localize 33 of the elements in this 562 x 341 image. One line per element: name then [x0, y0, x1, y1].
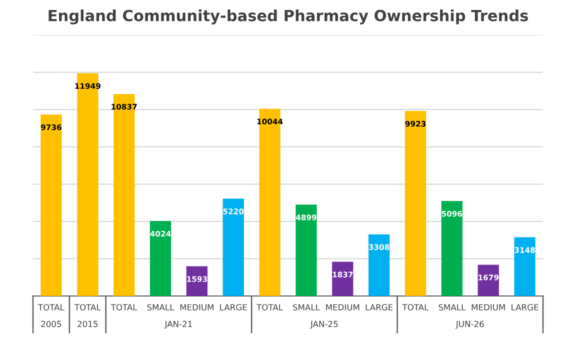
bar — [40, 114, 62, 296]
bar — [441, 200, 462, 296]
x-tick-label: TOTAL — [110, 304, 138, 310]
x-tick-label: TOTAL — [38, 304, 64, 310]
bar — [332, 262, 354, 296]
bar — [186, 266, 208, 296]
bar — [222, 198, 244, 296]
text: 2015 — [78, 320, 98, 328]
bar — [368, 234, 390, 296]
x-tick-label: MEDIUM — [326, 304, 360, 310]
x-tick-label: LARGE — [220, 304, 247, 310]
x-tick-label: TOTAL — [74, 304, 101, 310]
x-tick-label: MEDIUM — [180, 304, 214, 310]
x-tick-label: SMALL — [293, 304, 320, 310]
text: JAN-21 — [164, 320, 192, 329]
x-tick-label: SMALL — [438, 304, 466, 310]
bar — [77, 73, 98, 296]
text: 2005 — [41, 320, 62, 328]
chart-title: England Community-based Pharmacy Ownership Trends — [48, 10, 528, 24]
x-tick-label: SMALL — [147, 304, 174, 310]
bar — [114, 94, 135, 296]
bar — [478, 264, 499, 296]
x-tick-label: MEDIUM — [472, 304, 505, 310]
x-tick-label: TOTAL — [402, 304, 429, 310]
text: JUN-26 — [456, 320, 484, 329]
bar — [404, 111, 426, 296]
bar — [296, 204, 317, 296]
text: JAN-25 — [310, 320, 338, 329]
bar — [150, 220, 172, 296]
x-tick-label: TOTAL — [256, 304, 283, 310]
x-tick-label: LARGE — [512, 304, 538, 310]
x-tick-label: LARGE — [366, 304, 393, 310]
bar — [514, 237, 536, 296]
